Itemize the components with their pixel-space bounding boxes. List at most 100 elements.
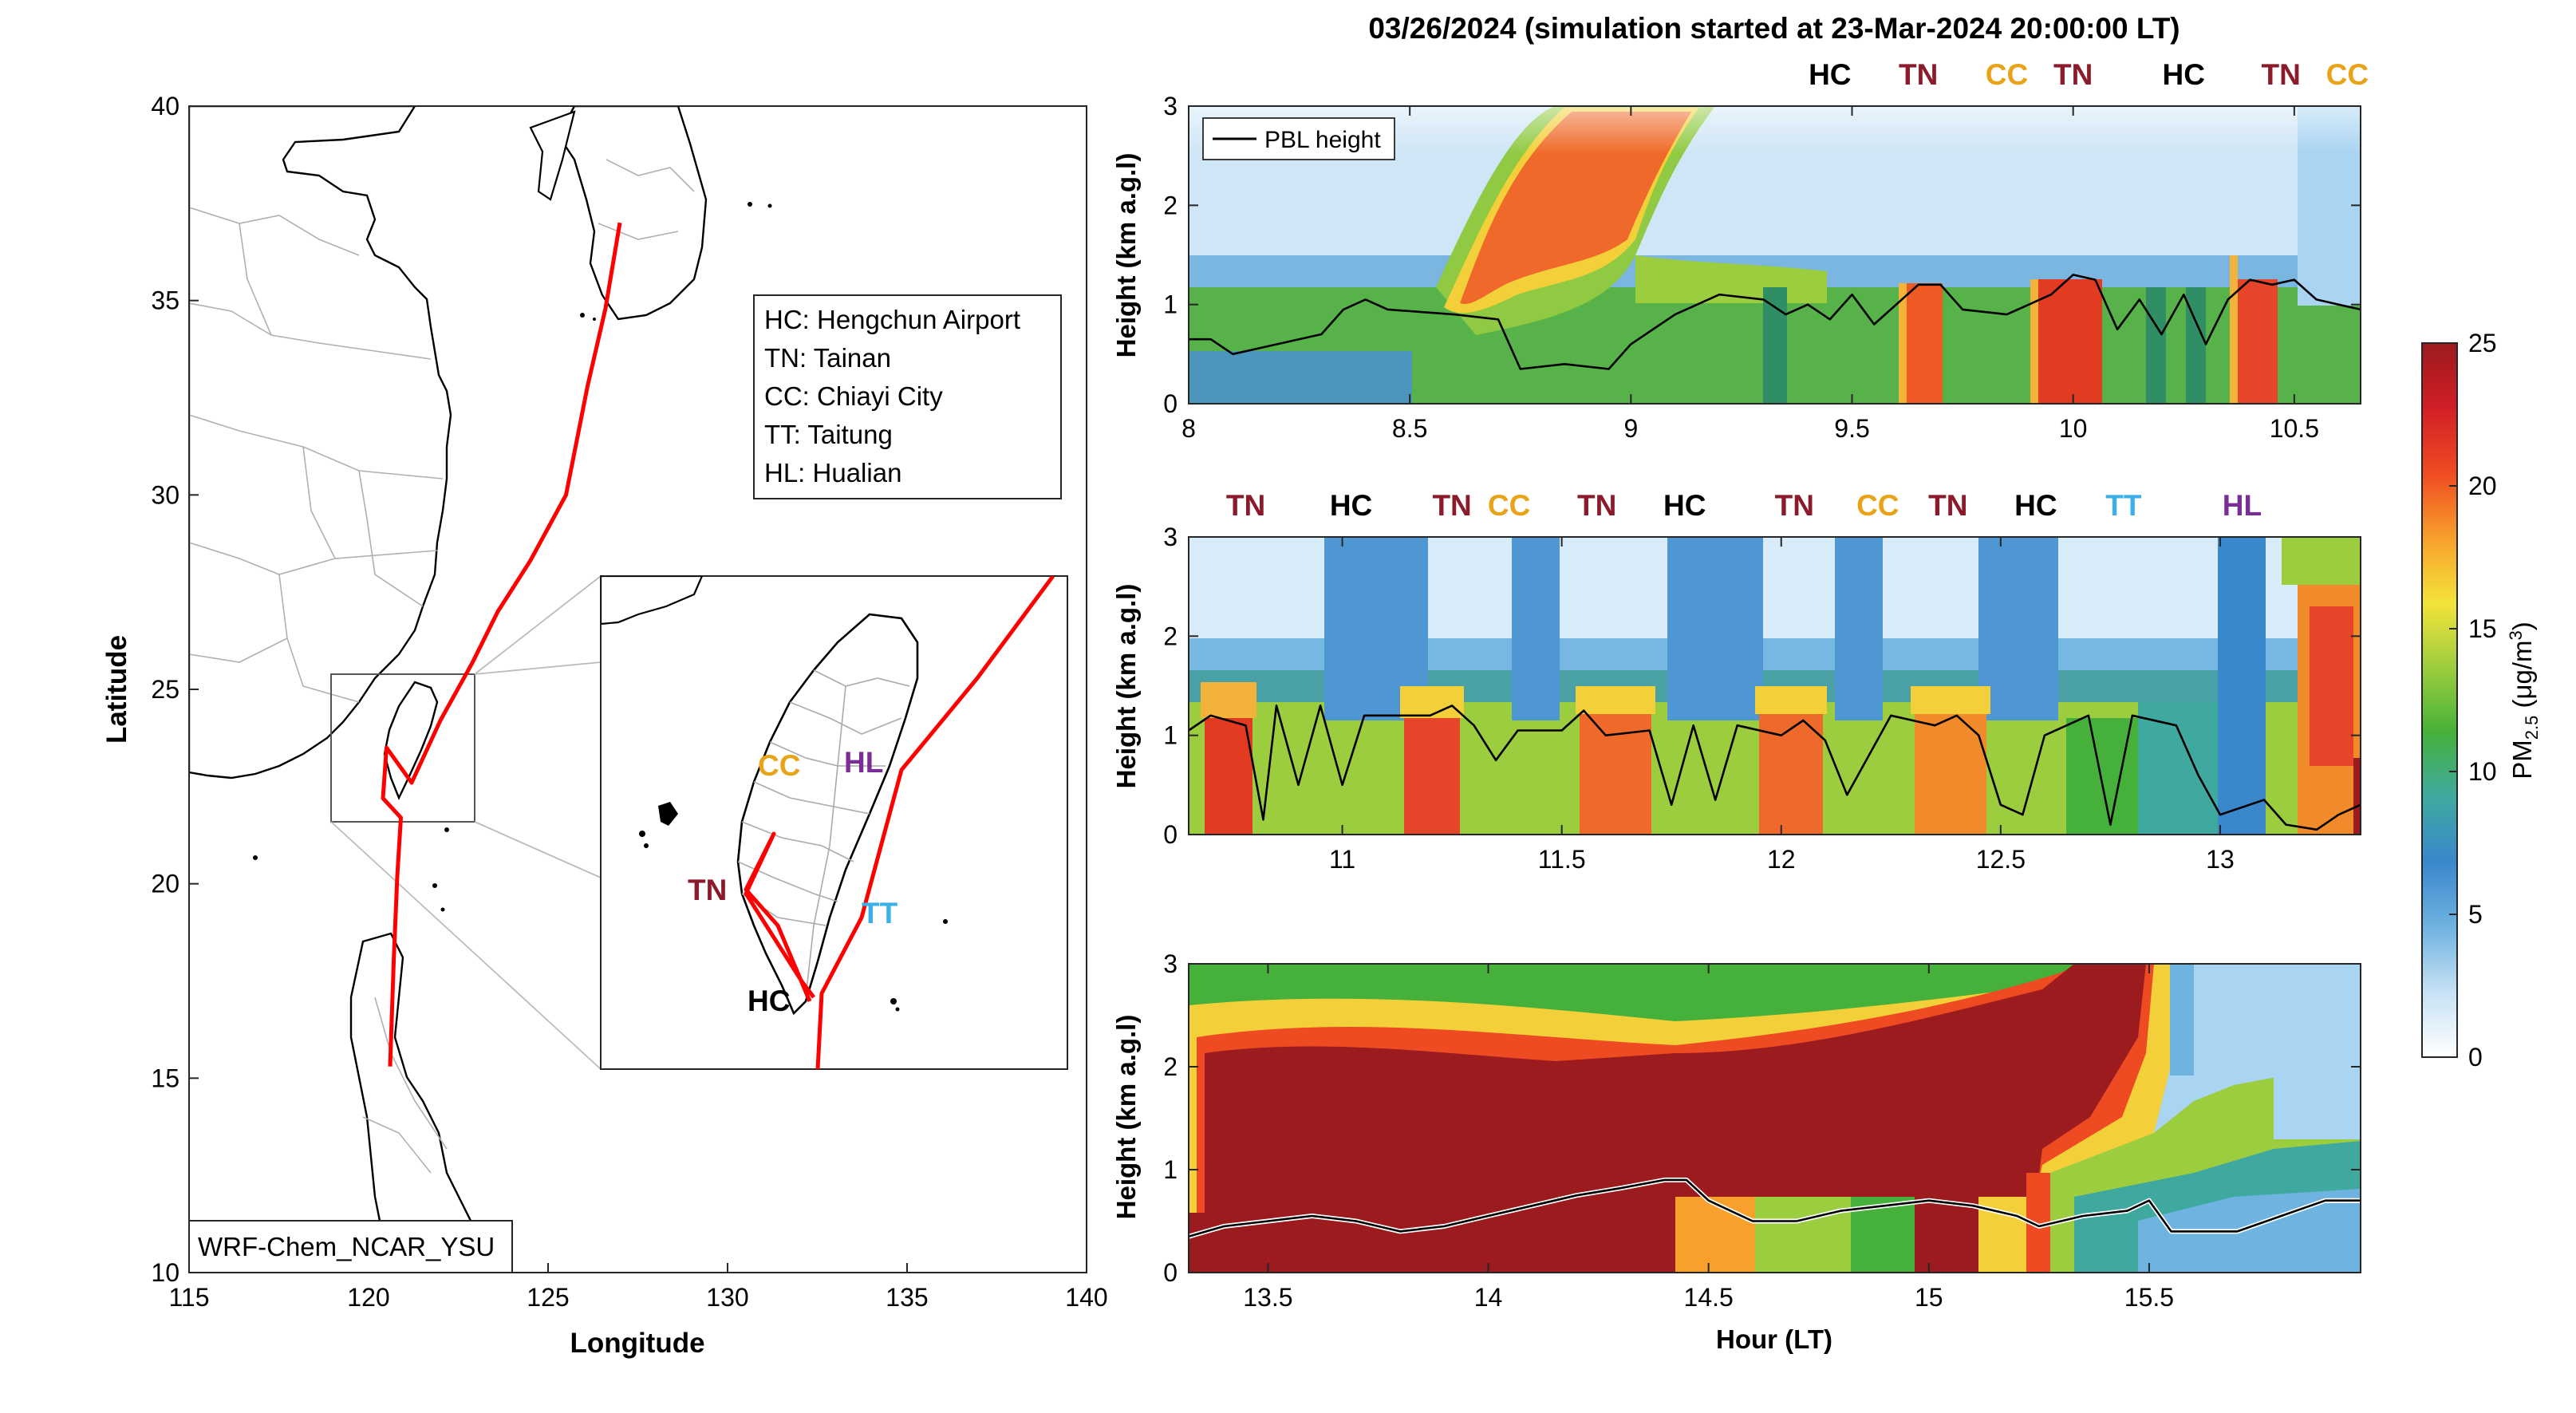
site-label-hl: HL [2223,489,2262,522]
map-y-tick-label: 20 [151,870,179,898]
x-tick-label: 11.5 [1538,845,1586,874]
profile-panel-3: 13.5 14 14.5 15 15.5 0 1 2 3 Hour (LT) Height (… [1111,949,2361,1354]
inset-track-loop [744,831,815,1002]
map-y-tick-label: 40 [151,92,179,120]
x-tick-label: 12.5 [1976,845,2026,874]
colorbar: 0 5 10 15 20 25 PM2.5 (μg/m3) [2421,329,2542,1072]
map-legend-item: HL: Hualian [764,458,901,487]
x-tick-label: 15.5 [2124,1283,2174,1312]
pbl-height-line-1 [1189,274,2361,370]
inset-map: CC HL TN TT HC [600,575,1068,1070]
inset-connector-bottom [330,821,602,1070]
inset-china-coast [601,576,704,626]
pbl-height-line-2 [1188,705,2361,831]
inset-connector-top [474,575,602,675]
flight-track [381,222,622,1067]
x-tick-label: 14.5 [1684,1283,1734,1312]
panel-1-y-ticks: 0 1 2 3 [1163,92,2361,418]
y-tick-label: 0 [1163,1258,1178,1287]
map-y-tick-label: 15 [151,1064,179,1092]
model-label-box [188,1220,513,1273]
panel-2-field [1189,537,2361,835]
map-y-tick-label: 30 [151,480,179,509]
x-tick-label: 8 [1181,414,1196,443]
panel-2-site-labels: TN HC TN CC TN HC TN CC TN HC TT HL [1226,489,2262,522]
y-tick-label: 3 [1163,949,1178,978]
site-label-cc: CC [2326,58,2369,91]
x-tick-label: 9.5 [1834,414,1869,443]
map-legend: HC: Hengchun Airport TN: Tainan CC: Chia… [753,294,1062,499]
map-x-ticks: 115 120 125 130 135 140 [168,1263,1108,1312]
islands [253,202,772,912]
x-tick-label: 8.5 [1392,414,1427,443]
panel-3-x-ticks: 13.5 14 14.5 15 15.5 [1243,964,2174,1312]
colorbar-tick-label: 0 [2468,1043,2483,1072]
site-label-hc: HC [1809,58,1851,91]
colorbar-tick-label: 5 [2468,900,2483,929]
site-label-tn: TN [1432,489,1471,522]
map-legend-item: HC: Hengchun Airport [764,305,1020,334]
inset-connector-top2 [474,661,602,675]
taiwan-coast [383,681,439,800]
map-ylabel: Latitude [101,635,132,744]
map-legend-item: TN: Tainan [764,343,891,373]
colorbar-label: PM2.5 (μg/m3) [2506,622,2542,780]
colorbar-tick-label: 10 [2468,757,2497,786]
panel-1-ylabel: Height (km a.g.l) [1111,153,1141,358]
panel-1-site-labels: HC TN CC TN HC TN CC [1809,58,2369,91]
site-label-hc: HC [1330,489,1372,522]
map-x-tick-label: 125 [527,1283,569,1312]
site-label-tn: TN [1928,489,1967,522]
x-tick-label: 10.5 [2270,414,2319,443]
map-legend-item: TT: Taitung [764,420,893,449]
site-label-tn: TN [2053,58,2093,91]
pbl-legend-label: PBL height [1264,127,1381,153]
map-panel: 115 120 125 130 135 140 10 15 20 25 30 35 40 Longit… [101,92,1108,1359]
y-tick-label: 2 [1163,622,1178,650]
y-tick-label: 2 [1163,1052,1178,1081]
map-legend-box [753,294,1062,499]
model-label: WRF-Chem_NCAR_YSU [198,1232,495,1261]
site-label-cc: CC [1856,489,1899,522]
x-tick-label: 12 [1767,845,1796,874]
site-label-hc: HC [2014,489,2057,522]
map-x-tick-label: 140 [1065,1283,1107,1312]
x-tick-label: 13.5 [1243,1283,1292,1312]
x-tick-label: 15 [1915,1283,1943,1312]
panel-3-frame [1188,963,2361,1273]
site-label-tn: TN [1577,489,1616,522]
site-label-cc: CC [1488,489,1530,522]
y-tick-label: 1 [1163,721,1178,750]
colorbar-tick-label: 15 [2468,614,2497,643]
y-tick-label: 1 [1163,1155,1178,1184]
pbl-height-line-3 [1188,1178,2361,1238]
x-tick-label: 9 [1623,414,1638,443]
map-x-tick-label: 135 [886,1283,928,1312]
panel-1-x-ticks: 8 8.5 9 9.5 10 10.5 [1181,106,2319,443]
panel-3-y-ticks: 0 1 2 3 [1163,949,2361,1287]
inset-locator-box [330,673,475,823]
china-coast [189,106,452,780]
map-y-tick-label: 10 [151,1258,179,1287]
y-tick-label: 1 [1163,290,1178,319]
y-tick-label: 2 [1163,191,1178,219]
x-tick-label: 10 [2059,414,2088,443]
colorbar-ticks: 0 5 10 15 20 25 [2449,329,2497,1072]
map-y-ticks: 10 15 20 25 30 35 40 [151,92,199,1287]
figure-title: 03/26/2024 (simulation started at 23-Mar… [1368,12,2180,45]
site-label-tn: TN [2262,58,2301,91]
inset-islands [639,802,948,1012]
site-label-hc: HC [2163,58,2205,91]
profile-panel-1: 8 8.5 9 9.5 10 10.5 0 1 2 3 HC TN CC TN HC TN CC Heigh… [1111,58,2369,443]
map-y-tick-label: 25 [151,675,179,704]
panel-2-frame [1188,536,2361,835]
y-tick-label: 3 [1163,92,1178,120]
inset-label-hl: HL [844,746,883,779]
inset-track [815,576,1055,1069]
panel-3-field [1189,964,2361,1273]
x-tick-label: 13 [2206,845,2235,874]
map-x-tick-label: 130 [706,1283,748,1312]
site-label-tn: TN [1226,489,1265,522]
y-tick-label: 0 [1163,389,1178,418]
korea-coast [557,106,708,321]
